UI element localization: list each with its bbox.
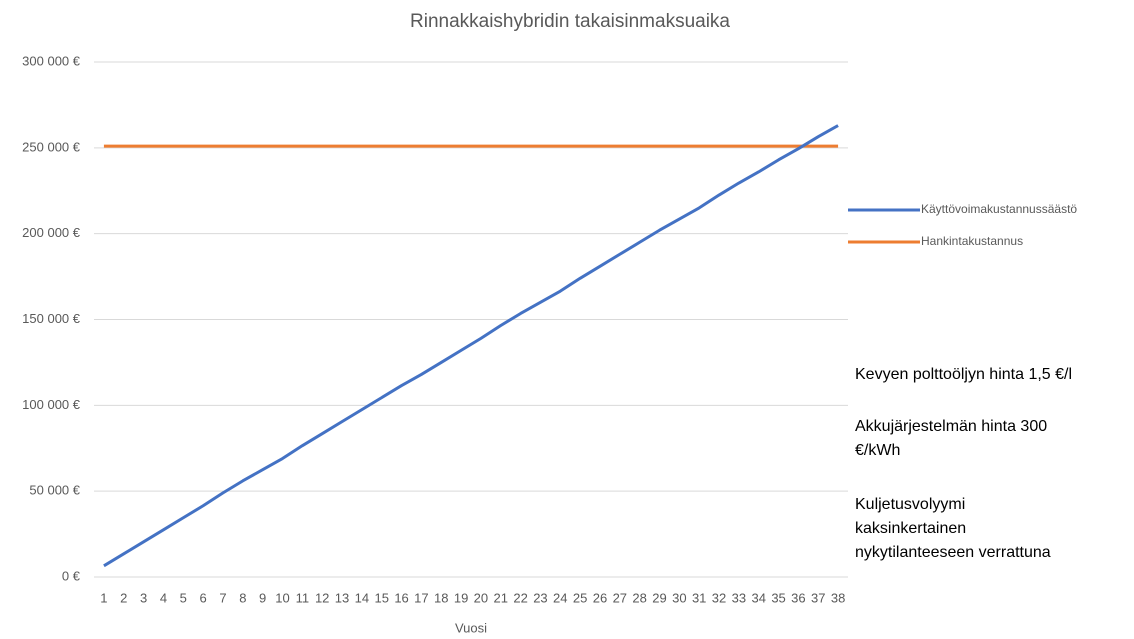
y-tick-label: 50 000 € (29, 483, 80, 498)
x-tick-label: 17 (414, 590, 428, 605)
x-tick-label: 19 (454, 590, 468, 605)
x-tick-label: 29 (652, 590, 666, 605)
x-tick-label: 6 (200, 590, 207, 605)
x-tick-label: 37 (811, 590, 825, 605)
legend-label: Hankintakustannus (921, 234, 1023, 248)
x-tick-label: 13 (335, 590, 349, 605)
x-tick-label: 5 (180, 590, 187, 605)
x-tick-label: 33 (732, 590, 746, 605)
x-tick-label: 34 (751, 590, 765, 605)
x-tick-label: 14 (355, 590, 369, 605)
y-tick-label: 150 000 € (22, 311, 81, 326)
x-tick-label: 26 (593, 590, 607, 605)
x-tick-label: 12 (315, 590, 329, 605)
x-tick-label: 2 (120, 590, 127, 605)
legend-label: Käyttövoimakustannussäästö (921, 202, 1077, 216)
y-tick-label: 0 € (62, 568, 81, 583)
annotation: nykytilanteeseen verrattuna (855, 544, 1051, 561)
x-tick-label: 21 (494, 590, 508, 605)
x-tick-label: 18 (434, 590, 448, 605)
x-tick-label: 11 (296, 590, 310, 605)
y-tick-label: 100 000 € (22, 397, 81, 412)
x-tick-label: 32 (712, 590, 726, 605)
x-tick-label: 3 (140, 590, 147, 605)
x-tick-label: 8 (239, 590, 246, 605)
x-tick-label: 22 (513, 590, 527, 605)
x-tick-label: 38 (831, 590, 845, 605)
annotation: kaksinkertainen (855, 520, 966, 537)
annotation: Kevyen polttoöljyn hinta 1,5 €/l (855, 366, 1072, 383)
series-line (103, 124, 839, 568)
annotation: Kuljetusvolyymi (855, 496, 965, 513)
x-tick-label: 7 (219, 590, 226, 605)
chart-title: Rinnakkaishybridin takaisinmaksuaika (410, 11, 730, 32)
x-tick-label: 28 (632, 590, 646, 605)
x-axis-title: Vuosi (455, 620, 487, 635)
x-tick-label: 20 (474, 590, 488, 605)
x-tick-label: 35 (771, 590, 785, 605)
x-tick-label: 1 (100, 590, 107, 605)
x-tick-label: 23 (533, 590, 547, 605)
annotation: Akkujärjestelmän hinta 300 (855, 418, 1047, 435)
x-tick-label: 9 (259, 590, 266, 605)
y-tick-label: 250 000 € (22, 139, 81, 154)
x-tick-label: 24 (553, 590, 567, 605)
x-tick-label: 36 (791, 590, 805, 605)
x-tick-label: 27 (613, 590, 627, 605)
x-tick-label: 15 (374, 590, 388, 605)
x-tick-label: 25 (573, 590, 587, 605)
x-tick-label: 31 (692, 590, 706, 605)
y-tick-label: 300 000 € (22, 53, 81, 68)
x-tick-label: 4 (160, 590, 167, 605)
annotation: €/kWh (855, 442, 900, 459)
x-tick-label: 16 (394, 590, 408, 605)
y-tick-label: 200 000 € (22, 225, 81, 240)
x-tick-label: 30 (672, 590, 686, 605)
x-tick-label: 10 (275, 590, 289, 605)
